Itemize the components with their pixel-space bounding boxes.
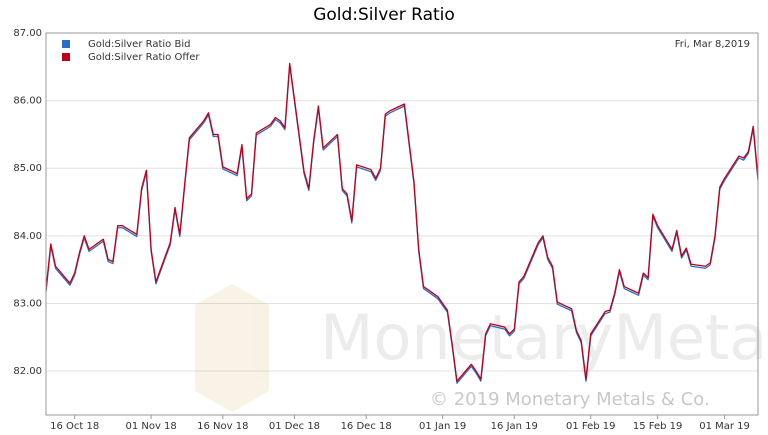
y-tick-label: 86.00 <box>13 96 42 107</box>
x-tick-label: 16 Nov 18 <box>197 421 248 432</box>
legend-swatch <box>62 40 70 48</box>
y-tick-label: 87.00 <box>13 28 42 39</box>
series-line <box>45 64 759 384</box>
chart-title: Gold:Silver Ratio <box>313 5 455 25</box>
watermark: MonetaryMetals <box>195 284 768 412</box>
date-annotation: Fri, Mar 8,2019 <box>675 39 750 50</box>
x-tick-label: 01 Mar 19 <box>699 421 750 432</box>
series-line <box>45 62 759 382</box>
x-tick-label: 16 Oct 18 <box>50 421 99 432</box>
y-tick-label: 85.00 <box>13 163 42 174</box>
x-tick-label: 16 Dec 18 <box>341 421 392 432</box>
y-tick-label: 83.00 <box>13 298 42 309</box>
plot-border <box>45 32 759 416</box>
watermark-logo <box>195 284 269 412</box>
x-tick-label: 01 Feb 19 <box>566 421 616 432</box>
x-tick-label: 01 Dec 18 <box>269 421 320 432</box>
y-tick-label: 84.00 <box>13 231 42 242</box>
x-tick-label: 01 Nov 18 <box>125 421 176 432</box>
legend: Gold:Silver Ratio Bid Gold:Silver Ratio O… <box>62 39 200 63</box>
legend-label: Gold:Silver Ratio Bid <box>88 39 190 50</box>
lines <box>45 62 759 384</box>
x-tick-label: 01 Jan 19 <box>419 421 466 432</box>
x-tick-label: 15 Feb 19 <box>633 421 683 432</box>
x-tick-label: 16 Jan 19 <box>491 421 538 432</box>
copyright: © 2019 Monetary Metals & Co. <box>430 389 710 410</box>
watermark-text: MonetaryMetals <box>320 301 768 374</box>
legend-label: Gold:Silver Ratio Offer <box>88 52 200 63</box>
legend-swatch <box>62 53 70 61</box>
axes: 82.00 83.00 84.00 85.00 86.00 87.00 16 Oct 18 0… <box>13 28 750 432</box>
y-tick-label: 82.00 <box>13 366 42 377</box>
